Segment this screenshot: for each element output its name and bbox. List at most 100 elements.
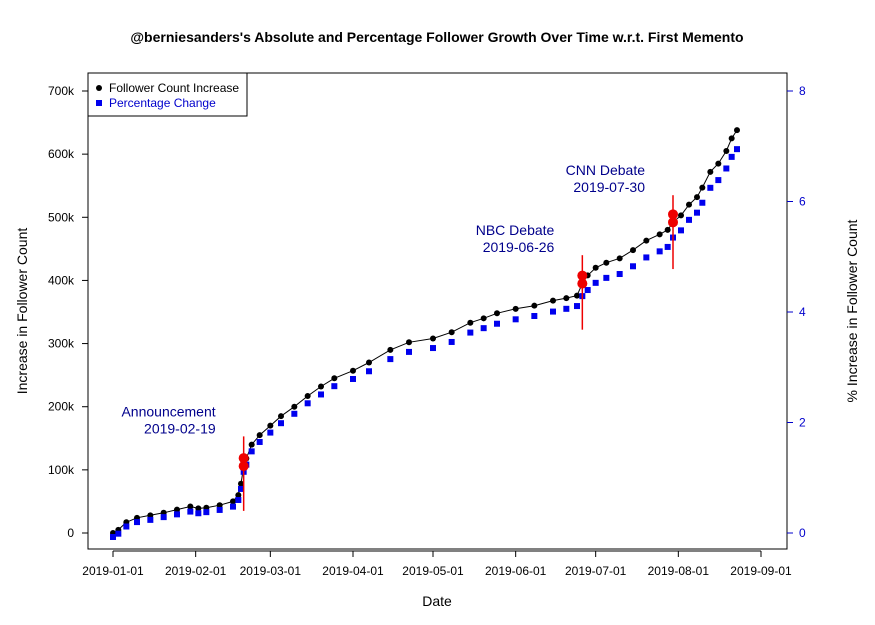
point-follower-count (291, 403, 298, 410)
event-marker (577, 278, 588, 289)
point-percentage-change (592, 279, 599, 286)
point-follower-count (707, 168, 714, 175)
point-follower-count (664, 226, 671, 233)
y-tick-label: 600k (48, 147, 75, 161)
point-percentage-change (160, 514, 167, 521)
x-tick-label: 2019-08-01 (648, 564, 710, 578)
point-follower-count (147, 512, 154, 519)
x-tick-label: 2019-02-01 (165, 564, 227, 578)
point-follower-count (630, 247, 636, 254)
point-percentage-change (238, 485, 244, 492)
legend-box (87, 72, 248, 117)
x-tick-label: 2019-01-01 (82, 564, 144, 578)
point-percentage-change (110, 534, 116, 540)
y-tick-label: 500k (48, 210, 75, 224)
point-percentage-change (304, 400, 311, 407)
y-tick-label: 200k (48, 400, 75, 414)
point-percentage-change (728, 153, 735, 160)
point-follower-count (256, 432, 263, 439)
point-percentage-change (563, 305, 570, 312)
point-follower-count (480, 315, 487, 322)
legend-label-follower-count: Follower Count Increase (109, 81, 239, 95)
event-marker (668, 209, 678, 220)
y2-tick-label: 6 (799, 195, 806, 209)
point-follower-count (174, 506, 180, 513)
point-percentage-change (278, 420, 284, 427)
point-follower-count (195, 505, 202, 512)
point-percentage-change (448, 338, 455, 345)
point-follower-count (728, 135, 735, 142)
event-label: CNN Debate (566, 162, 646, 178)
point-follower-count (616, 255, 623, 262)
y-tick-label: 100k (48, 463, 75, 477)
point-follower-count (723, 147, 730, 154)
point-follower-count (406, 339, 412, 346)
point-follower-count (531, 302, 538, 309)
event-date-label: 2019-06-26 (483, 239, 555, 255)
event-label: NBC Debate (476, 222, 555, 238)
point-follower-count (512, 305, 519, 312)
point-follower-count (304, 392, 311, 399)
point-percentage-change (147, 516, 154, 523)
legend-marker-follower-count (96, 85, 102, 91)
y2-tick-label: 8 (799, 84, 806, 98)
point-percentage-change (430, 345, 436, 352)
point-follower-count (350, 367, 356, 374)
point-percentage-change (694, 209, 700, 216)
point-follower-count (574, 292, 580, 299)
point-percentage-change (656, 248, 663, 255)
point-percentage-change (616, 271, 623, 278)
point-percentage-change (512, 316, 519, 323)
point-percentage-change (331, 383, 338, 390)
x-tick-label: 2019-03-01 (240, 564, 302, 578)
event-marker (238, 453, 249, 464)
point-percentage-change (216, 506, 223, 513)
point-follower-count (678, 212, 684, 219)
point-follower-count (216, 502, 223, 509)
point-percentage-change (387, 356, 394, 363)
point-follower-count (387, 346, 394, 353)
point-percentage-change (256, 438, 263, 445)
point-follower-count (592, 264, 599, 271)
point-follower-count (448, 329, 455, 336)
point-percentage-change (406, 348, 412, 355)
event-date-label: 2019-02-19 (144, 420, 216, 436)
point-percentage-change (291, 410, 298, 417)
point-follower-count (318, 383, 324, 390)
point-follower-count (699, 184, 706, 191)
x-axis: 2019-01-01 2019-02-01 2019-03-01 2019-04-01… (82, 550, 792, 578)
x-tick-label: 2019-05-01 (402, 564, 464, 578)
point-percentage-change (603, 274, 610, 281)
point-percentage-change (494, 320, 500, 327)
point-follower-count (278, 413, 284, 420)
event-marker (577, 270, 588, 281)
x-tick-label: 2019-09-01 (730, 564, 792, 578)
point-follower-count (603, 259, 610, 266)
y-tick-label: 400k (48, 273, 75, 287)
point-percentage-change (134, 519, 140, 526)
y-tick-label: 700k (48, 84, 75, 98)
point-percentage-change (664, 243, 671, 250)
event-date-label: 2019-07-30 (573, 179, 645, 195)
legend: Follower Count Increase Percentage Chang… (87, 72, 248, 117)
point-follower-count (686, 201, 692, 208)
point-follower-count (643, 237, 650, 244)
point-follower-count (366, 359, 372, 366)
point-percentage-change (230, 503, 236, 510)
x-tick-label: 2019-07-01 (565, 564, 627, 578)
point-percentage-change (174, 511, 180, 518)
point-percentage-change (643, 254, 650, 261)
point-percentage-change (686, 216, 692, 223)
point-follower-count (734, 127, 740, 134)
point-percentage-change (678, 227, 684, 234)
point-percentage-change (123, 523, 130, 530)
y-tick-label: 0 (67, 526, 74, 540)
point-follower-count (467, 319, 474, 326)
point-percentage-change (699, 199, 706, 206)
point-follower-count (550, 297, 556, 304)
y-axis-label: Increase in Follower Count (14, 228, 30, 395)
point-follower-count (230, 498, 236, 505)
point-percentage-change (723, 165, 730, 172)
